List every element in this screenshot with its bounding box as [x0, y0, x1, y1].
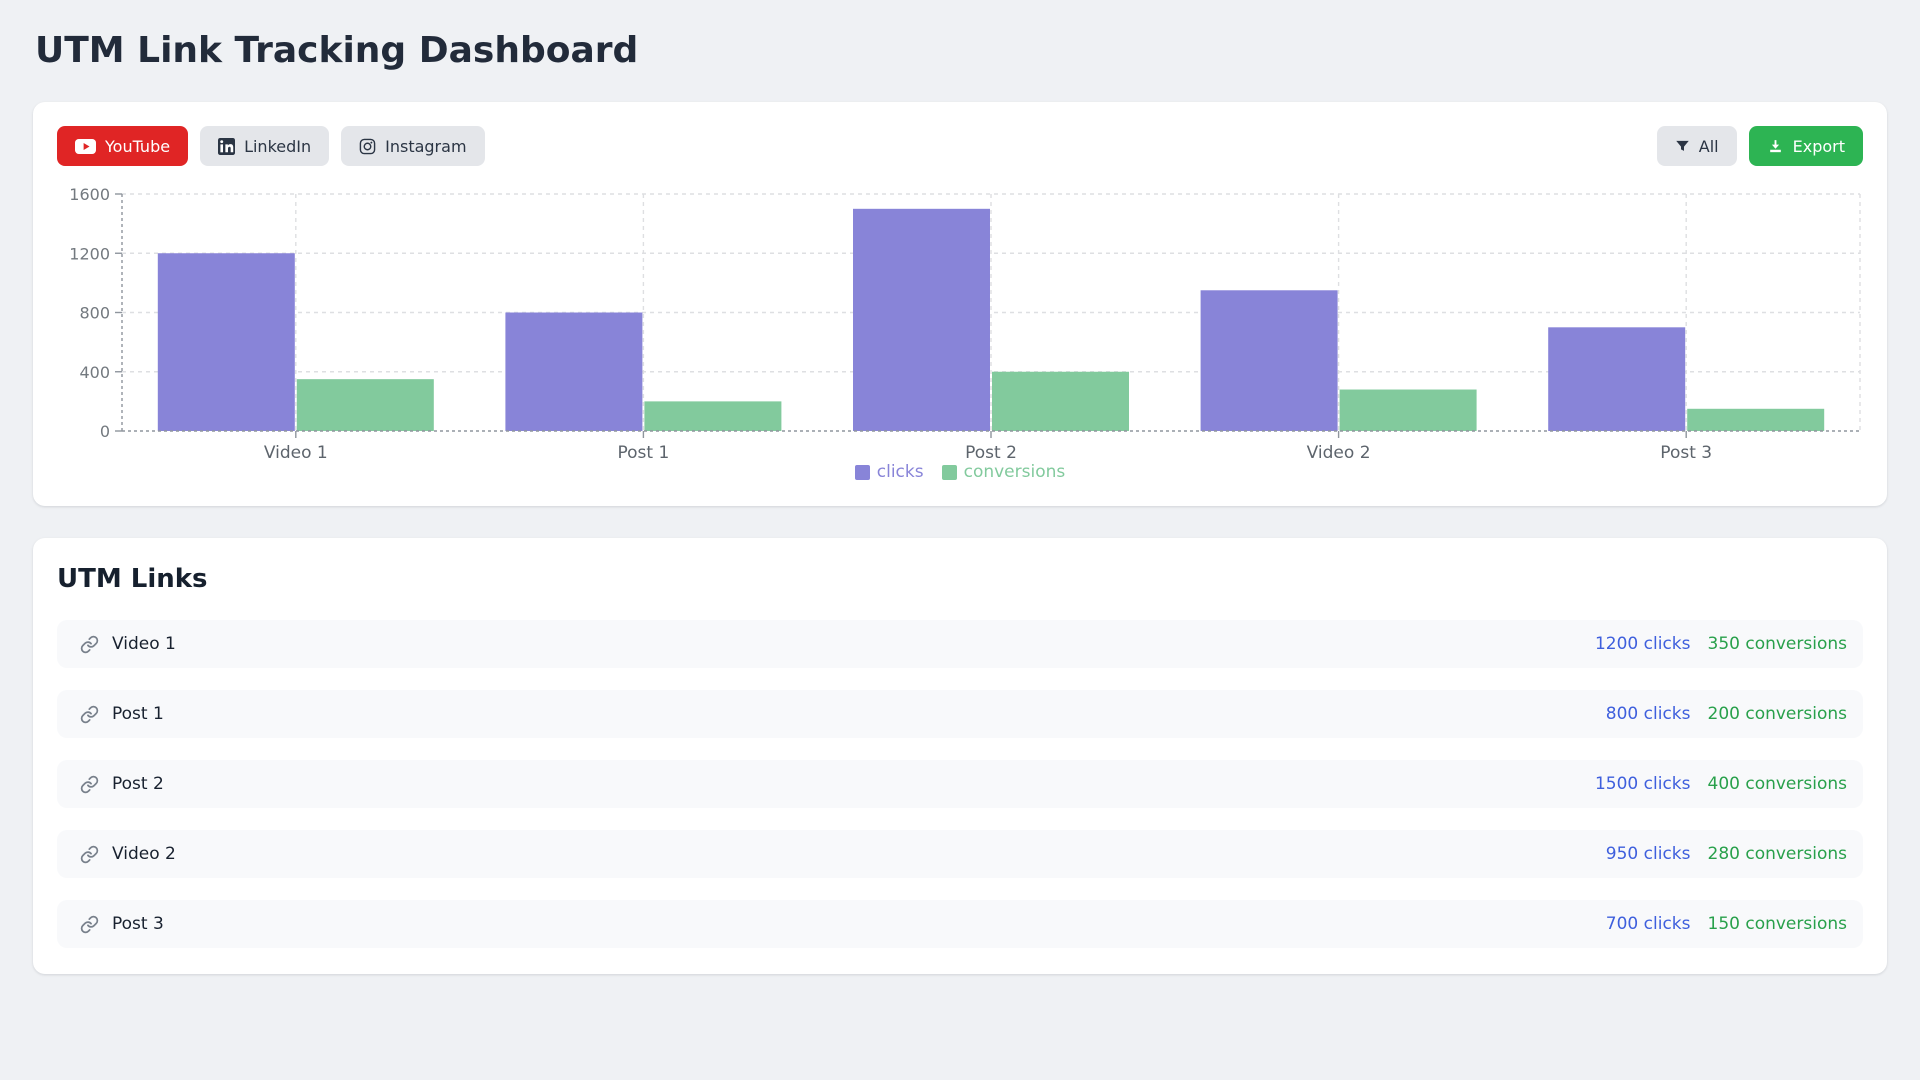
- conversions-stat: 280 conversions: [1707, 844, 1848, 864]
- chart-actions-group: All Export: [1656, 126, 1863, 166]
- clicks-stat: 800 clicks: [1605, 704, 1691, 724]
- youtube-icon: [75, 138, 96, 154]
- utm-link-row[interactable]: Post 1 800 clicks 200 conversions: [57, 690, 1863, 738]
- chain-link-icon: [80, 915, 99, 934]
- chain-link-icon: [80, 635, 99, 654]
- conversions-stat: 350 conversions: [1707, 634, 1848, 654]
- utm-link-row[interactable]: Video 2 950 clicks 280 conversions: [57, 830, 1863, 878]
- conversions-stat: 150 conversions: [1707, 914, 1848, 934]
- svg-text:0: 0: [100, 422, 110, 441]
- clicks-stat: 1200 clicks: [1594, 634, 1691, 654]
- clicks-conversions-bar-chart: 0 400 800 1200 1600 Video 1 Post 1 Post 2 Video …: [57, 178, 1863, 458]
- bar-chart-svg: 0 400 800 1200 1600 Video 1 Post 1 Post 2 Video …: [69, 185, 1861, 458]
- utm-links-title: UTM Links: [57, 564, 208, 594]
- svg-text:Video 2: Video 2: [1307, 443, 1371, 458]
- instagram-icon: [359, 138, 376, 155]
- utm-link-name: Video 2: [112, 844, 176, 864]
- platform-filter-group: YouTube LinkedIn: [57, 126, 485, 166]
- instagram-filter-label: Instagram: [385, 136, 467, 156]
- download-icon: [1767, 138, 1784, 155]
- filter-all-button[interactable]: All: [1656, 126, 1737, 166]
- filter-funnel-icon: [1675, 139, 1690, 154]
- svg-text:400: 400: [79, 363, 110, 382]
- linkedin-filter-label: LinkedIn: [244, 136, 312, 156]
- legend-label: conversions: [963, 462, 1066, 482]
- chart-legend: clicks conversions: [57, 462, 1863, 482]
- export-label: Export: [1792, 136, 1845, 156]
- conversions-stat: 200 conversions: [1707, 704, 1848, 724]
- svg-text:Video 1: Video 1: [264, 443, 328, 458]
- utm-link-stats: 800 clicks 200 conversions: [1606, 704, 1847, 724]
- clicks-stat: 950 clicks: [1605, 844, 1691, 864]
- svg-text:1600: 1600: [69, 185, 110, 204]
- utm-links-list: Video 1 1200 clicks 350 conversions Post 1 8…: [57, 620, 1863, 948]
- filter-all-label: All: [1698, 136, 1719, 156]
- svg-text:Post 3: Post 3: [1660, 443, 1712, 458]
- svg-text:Post 2: Post 2: [965, 443, 1017, 458]
- chain-link-icon: [80, 845, 99, 864]
- legend-swatch: [854, 464, 870, 480]
- legend-label: clicks: [876, 462, 924, 482]
- utm-link-name: Post 3: [112, 914, 164, 934]
- dashboard-page: UTM Link Tracking Dashboard YouTube: [33, 30, 1887, 974]
- utm-links-card: UTM Links Video 1 1200 clicks 350 conversi…: [33, 538, 1887, 974]
- page-title: UTM Link Tracking Dashboard: [35, 30, 639, 71]
- clicks-stat: 1500 clicks: [1594, 774, 1691, 794]
- utm-link-row[interactable]: Video 1 1200 clicks 350 conversions: [57, 620, 1863, 668]
- legend-entry-clicks: clicks: [854, 462, 924, 482]
- utm-link-name: Post 1: [112, 704, 164, 724]
- youtube-filter-label: YouTube: [105, 136, 171, 156]
- linkedin-icon: [218, 137, 236, 155]
- instagram-filter-button[interactable]: Instagram: [341, 126, 485, 166]
- chain-link-icon: [80, 775, 99, 794]
- chart-toolbar: YouTube LinkedIn: [57, 126, 1863, 166]
- utm-link-stats: 700 clicks 150 conversions: [1606, 914, 1847, 934]
- svg-text:1200: 1200: [69, 244, 110, 263]
- svg-text:800: 800: [79, 304, 110, 323]
- legend-swatch: [941, 464, 957, 480]
- export-button[interactable]: Export: [1748, 126, 1863, 166]
- utm-link-name: Post 2: [112, 774, 164, 794]
- utm-link-stats: 1200 clicks 350 conversions: [1595, 634, 1847, 654]
- svg-text:Post 1: Post 1: [618, 443, 670, 458]
- utm-link-row[interactable]: Post 2 1500 clicks 400 conversions: [57, 760, 1863, 808]
- legend-entry-conversions: conversions: [941, 462, 1066, 482]
- chart-card: YouTube LinkedIn: [33, 102, 1887, 506]
- chain-link-icon: [80, 705, 99, 724]
- utm-link-row[interactable]: Post 3 700 clicks 150 conversions: [57, 900, 1863, 948]
- clicks-stat: 700 clicks: [1605, 914, 1691, 934]
- conversions-stat: 400 conversions: [1707, 774, 1848, 794]
- linkedin-filter-button[interactable]: LinkedIn: [200, 126, 330, 166]
- utm-link-name: Video 1: [112, 634, 176, 654]
- utm-link-stats: 950 clicks 280 conversions: [1606, 844, 1847, 864]
- youtube-filter-button[interactable]: YouTube: [57, 126, 189, 166]
- utm-link-stats: 1500 clicks 400 conversions: [1595, 774, 1847, 794]
